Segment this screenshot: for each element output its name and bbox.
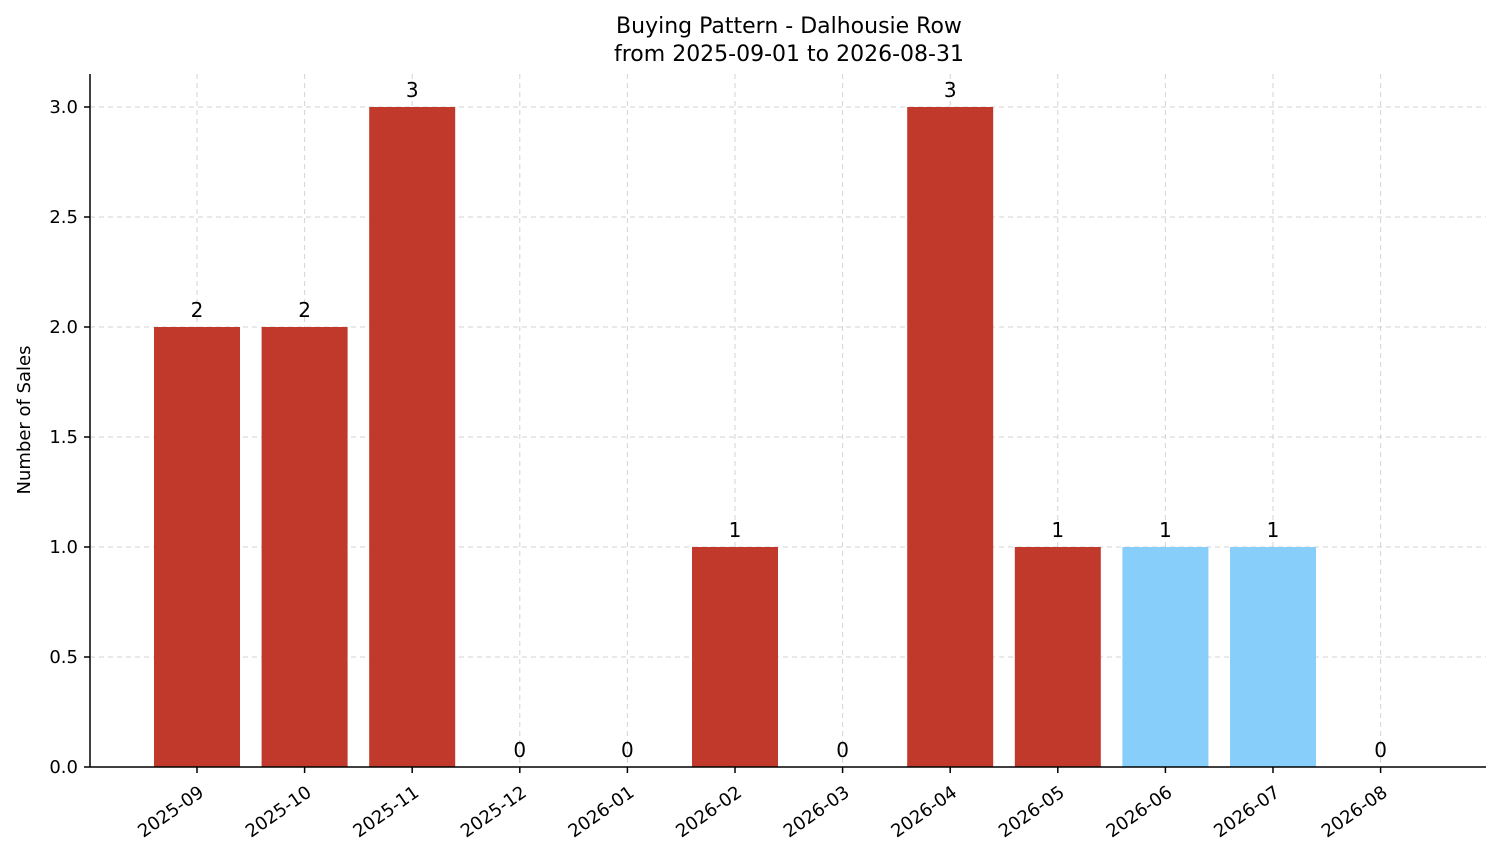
bar-2026-06 [1122, 547, 1209, 767]
data-label: 0 [621, 738, 634, 762]
data-label: 2 [298, 298, 311, 322]
y-tick-label: 2.5 [49, 207, 78, 228]
y-tick-label: 2.0 [49, 317, 78, 338]
data-label: 1 [729, 518, 742, 542]
chart-title: Buying Pattern - Dalhousie Row [616, 14, 962, 39]
bar-2026-05 [1014, 547, 1101, 767]
x-tick-label: 2026-02 [672, 782, 746, 842]
data-label: 0 [513, 738, 526, 762]
data-label: 1 [1051, 518, 1064, 542]
bar-2026-04 [907, 107, 994, 767]
x-tick-label: 2026-03 [780, 782, 854, 842]
x-tick-label: 2025-10 [242, 782, 316, 842]
x-tick-label: 2025-11 [349, 782, 423, 842]
bar-2026-07 [1230, 547, 1316, 767]
y-axis-label: Number of Sales [14, 345, 35, 494]
x-tick-label: 2026-01 [565, 782, 639, 842]
x-tick-label: 2026-08 [1318, 782, 1392, 842]
x-tick-label: 2026-04 [887, 782, 961, 842]
x-tick-label: 2026-05 [995, 782, 1069, 842]
x-tick-label: 2026-06 [1103, 782, 1177, 842]
data-label: 3 [944, 78, 957, 102]
bar-2025-09 [154, 327, 240, 767]
chart-subtitle: from 2025-09-01 to 2026-08-31 [614, 42, 964, 67]
x-tick-label: 2025-09 [134, 782, 208, 842]
y-tick-label: 1.5 [49, 427, 78, 448]
y-tick-label: 1.0 [49, 537, 78, 558]
bars [154, 107, 1316, 767]
bar-2025-10 [261, 327, 348, 767]
y-tick-label: 3.0 [49, 97, 78, 118]
data-labels: 2 2 3 0 0 1 0 3 1 1 1 0 [191, 78, 1387, 762]
x-tick-label: 2026-07 [1210, 782, 1284, 842]
data-label: 1 [1267, 518, 1280, 542]
bar-2025-11 [369, 107, 456, 767]
data-label: 3 [406, 78, 419, 102]
data-label: 0 [1374, 738, 1387, 762]
x-tick-label: 2025-12 [457, 782, 531, 842]
y-tick-label: 0.5 [49, 647, 78, 668]
y-tick-label: 0.0 [49, 757, 78, 778]
data-label: 2 [191, 298, 204, 322]
data-label: 0 [836, 738, 849, 762]
bar-2026-02 [692, 547, 778, 767]
data-label: 1 [1159, 518, 1172, 542]
